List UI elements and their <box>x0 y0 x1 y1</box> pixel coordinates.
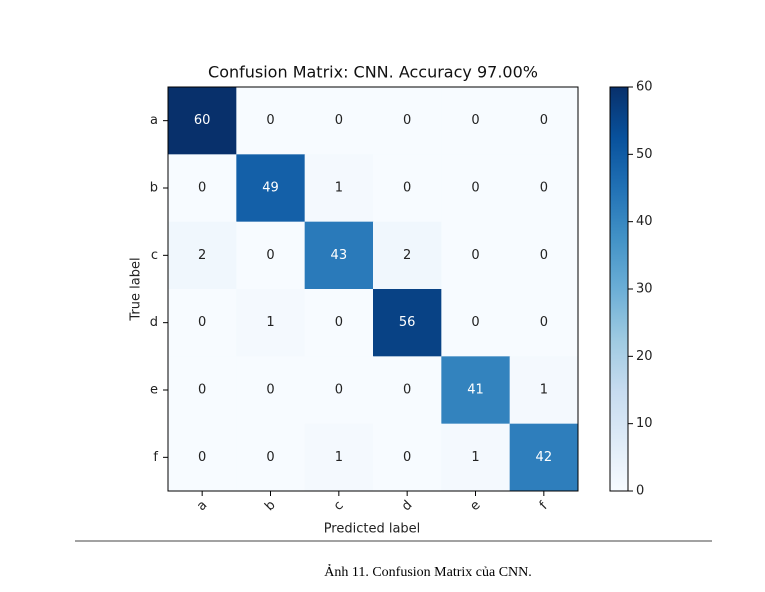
cell <box>373 423 442 492</box>
cell <box>304 423 374 492</box>
colorbar-tick-label: 10 <box>636 416 653 431</box>
y-tick-label: c <box>151 248 158 263</box>
cell-label: 56 <box>399 315 416 330</box>
plot-frame <box>167 86 579 492</box>
cell <box>373 221 442 290</box>
cell <box>168 154 237 223</box>
cell <box>509 154 579 223</box>
cell-label: 0 <box>403 181 411 196</box>
cell <box>509 289 579 357</box>
cell-label: 1 <box>471 450 479 465</box>
cell-label: 0 <box>540 181 548 196</box>
cell <box>373 356 442 425</box>
cell-label: 49 <box>262 181 279 196</box>
cell-label: 0 <box>335 383 343 398</box>
cell-label: 43 <box>331 248 348 263</box>
cell-label: 0 <box>403 450 411 465</box>
cell <box>373 154 442 223</box>
cell-label: 0 <box>471 315 479 330</box>
cell-label: 42 <box>536 450 553 465</box>
x-tick-label: a <box>194 498 210 514</box>
cell-label: 0 <box>198 181 206 196</box>
cell <box>168 423 237 492</box>
cell-label: 2 <box>403 248 411 263</box>
colorbar-tick-label: 0 <box>636 484 644 499</box>
cell-label: 0 <box>266 113 274 128</box>
y-tick-label: e <box>150 383 158 398</box>
cell <box>441 154 511 223</box>
cell <box>168 356 237 425</box>
y-tick-label: a <box>150 113 158 128</box>
x-axis-label: Predicted label <box>324 522 421 537</box>
colorbar-tick-label: 40 <box>636 214 653 229</box>
cell <box>236 289 306 357</box>
cell <box>236 154 306 223</box>
cell <box>236 87 306 155</box>
cell-label: 0 <box>335 113 343 128</box>
cell-label: 0 <box>471 248 479 263</box>
x-tick-label: d <box>399 498 415 514</box>
cell <box>304 356 374 425</box>
colorbar <box>609 86 629 492</box>
x-tick-label: b <box>262 498 278 514</box>
y-tick-label: f <box>153 450 158 465</box>
cell-label: 0 <box>266 383 274 398</box>
cell-label: 0 <box>540 315 548 330</box>
cell <box>441 289 511 357</box>
cell <box>304 154 374 223</box>
cell-label: 0 <box>198 315 206 330</box>
cell-label: 60 <box>194 113 211 128</box>
cell <box>304 289 374 357</box>
cell-label: 0 <box>266 450 274 465</box>
x-tick-label: c <box>331 498 347 514</box>
cell-label: 1 <box>266 315 274 330</box>
cell-label: 41 <box>467 383 484 398</box>
cell <box>441 423 511 492</box>
cell <box>441 221 511 290</box>
cell <box>373 289 442 357</box>
cell-label: 0 <box>403 383 411 398</box>
cell-label: 0 <box>540 113 548 128</box>
cell <box>168 289 237 357</box>
cell-label: 0 <box>403 113 411 128</box>
cell <box>509 221 579 290</box>
y-axis-label: True label <box>129 257 144 321</box>
cell <box>236 356 306 425</box>
cell-label: 1 <box>540 383 548 398</box>
cell <box>304 221 374 290</box>
cell-label: 0 <box>266 248 274 263</box>
colorbar-tick-label: 20 <box>636 349 653 364</box>
caption: Ảnh 11. Confusion Matrix của CNN. <box>324 563 532 580</box>
x-tick-label: e <box>467 498 483 514</box>
cell-label: 0 <box>540 248 548 263</box>
cell <box>168 221 237 290</box>
cell-label: 0 <box>471 181 479 196</box>
chart-title: Confusion Matrix: CNN. Accuracy 97.00% <box>208 63 538 82</box>
cell <box>168 87 237 155</box>
x-tick-label: f <box>537 499 551 513</box>
cell <box>441 87 511 155</box>
colorbar-tick-label: 60 <box>636 80 653 95</box>
cell <box>304 87 374 155</box>
cell-label: 0 <box>198 383 206 398</box>
y-tick-label: b <box>150 181 158 196</box>
cell <box>236 221 306 290</box>
cell-label: 0 <box>471 113 479 128</box>
cell <box>441 356 511 425</box>
cell <box>509 87 579 155</box>
cell <box>509 356 579 425</box>
colorbar-tick-label: 30 <box>636 282 653 297</box>
colorbar-tick-label: 50 <box>636 147 653 162</box>
cell <box>373 87 442 155</box>
cell <box>509 423 579 492</box>
cell-label: 2 <box>198 248 206 263</box>
cell-label: 1 <box>335 450 343 465</box>
cell <box>236 423 306 492</box>
cell-label: 0 <box>335 315 343 330</box>
cell-label: 0 <box>198 450 206 465</box>
y-tick-label: d <box>150 315 158 330</box>
cell-label: 1 <box>335 181 343 196</box>
